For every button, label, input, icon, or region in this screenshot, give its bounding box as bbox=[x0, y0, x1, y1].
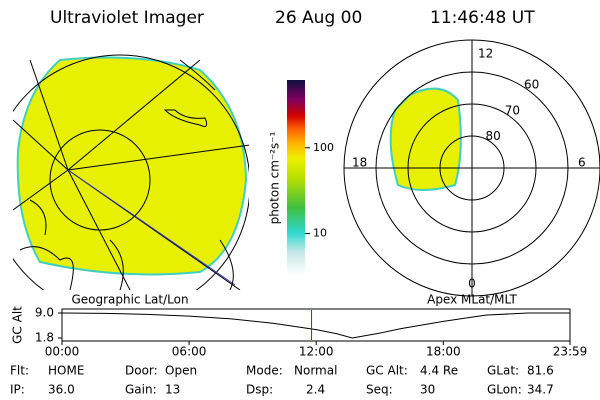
status-label: GLon: bbox=[487, 383, 522, 397]
status-value: 2.4 bbox=[306, 383, 325, 397]
mlt-label: 12 bbox=[478, 47, 493, 61]
status-value: 30 bbox=[420, 383, 435, 397]
mlat-label: 70 bbox=[505, 103, 520, 117]
y-tick-label: 1.8 bbox=[35, 331, 54, 345]
polar-outer bbox=[343, 39, 600, 297]
colorbar bbox=[287, 80, 305, 276]
colorbar-tick-label: 10 bbox=[313, 227, 327, 240]
mlt-label: 0 bbox=[468, 277, 476, 291]
apex-label: Apex MLat/MLT bbox=[427, 293, 517, 307]
x-tick-label: 18:00 bbox=[426, 345, 461, 359]
status-label: Flt: bbox=[10, 364, 29, 378]
status-value: Normal bbox=[294, 364, 337, 378]
status-value: Open bbox=[165, 364, 197, 378]
altitude-line bbox=[61, 312, 570, 339]
polar-plot bbox=[344, 40, 600, 296]
mlat-label: 60 bbox=[524, 78, 539, 92]
geo-label: Geographic Lat/Lon bbox=[71, 293, 188, 307]
status-label: IP: bbox=[10, 383, 25, 397]
x-tick-label: 12:00 bbox=[299, 345, 334, 359]
status-value: 36.0 bbox=[48, 383, 75, 397]
date: 26 Aug 00 bbox=[275, 8, 362, 28]
x-tick-label: 00:00 bbox=[45, 345, 80, 359]
status-value: 13 bbox=[165, 383, 180, 397]
title: Ultraviolet Imager bbox=[50, 8, 204, 28]
x-tick-label: 23:59 bbox=[553, 345, 588, 359]
status-label: GC Alt: bbox=[366, 364, 408, 378]
colorbar-tick-label: 100 bbox=[313, 141, 334, 154]
colorbar-label: photon cm⁻²s⁻¹ bbox=[268, 131, 282, 224]
status-label: GLat: bbox=[487, 364, 519, 378]
geo-image bbox=[13, 54, 249, 290]
status-label: Seq: bbox=[366, 383, 393, 397]
mlt-label: 6 bbox=[578, 156, 586, 170]
mlat-circle bbox=[439, 135, 505, 201]
mlat-label: 80 bbox=[486, 129, 501, 143]
status-label: Dsp: bbox=[246, 383, 273, 397]
mlat-circle bbox=[375, 71, 569, 265]
altitude-label: GC Alt bbox=[11, 306, 25, 344]
status-label: Door: bbox=[125, 364, 158, 378]
status-value: 81.6 bbox=[527, 364, 554, 378]
status-value: HOME bbox=[48, 364, 84, 378]
status-value: 34.7 bbox=[527, 383, 554, 397]
status-label: Mode: bbox=[246, 364, 283, 378]
status-label: Gain: bbox=[125, 383, 157, 397]
mlt-label: 18 bbox=[352, 156, 367, 170]
mlat-circle bbox=[407, 103, 537, 233]
time: 11:46:48 UT bbox=[430, 8, 535, 28]
y-tick-label: 9.0 bbox=[35, 306, 54, 320]
status-value: 4.4 Re bbox=[420, 364, 458, 378]
x-tick-label: 06:00 bbox=[172, 345, 207, 359]
